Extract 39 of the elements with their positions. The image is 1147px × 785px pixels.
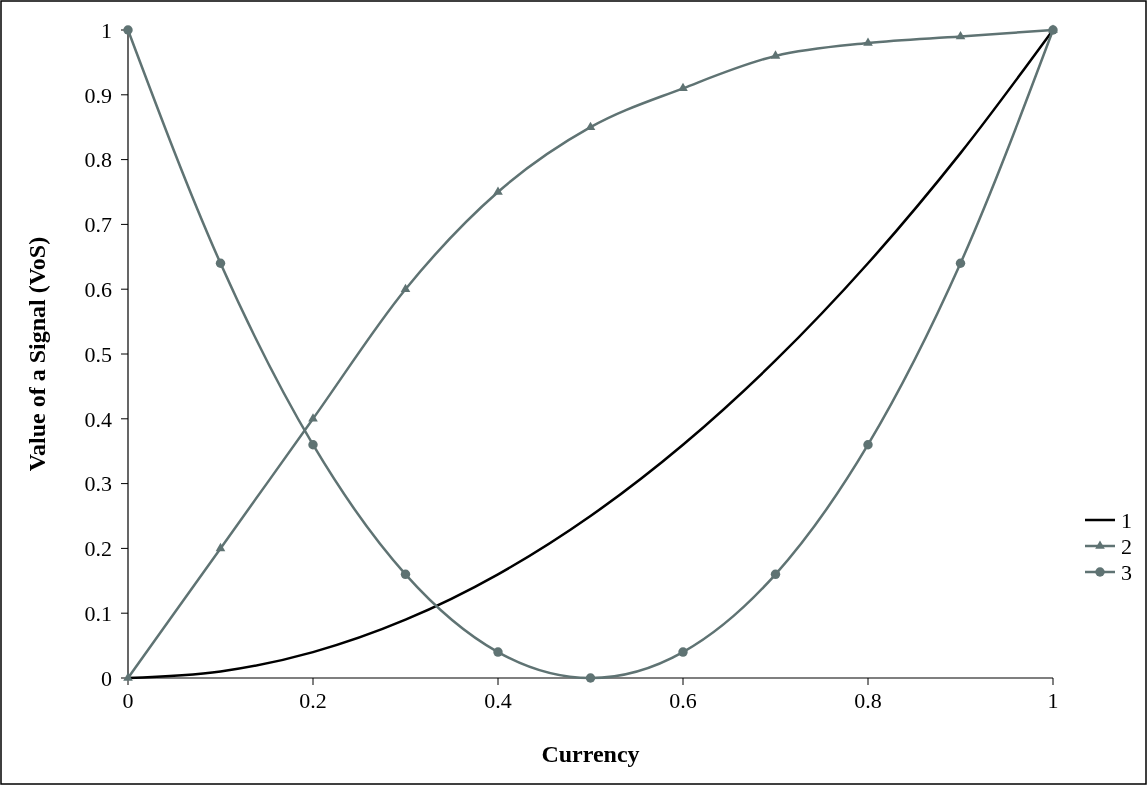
y-tick-label: 0.1 <box>84 600 112 626</box>
point <box>308 440 318 450</box>
x-tick-label: 0.6 <box>669 688 697 713</box>
point <box>955 30 966 40</box>
legend-label: 2 <box>1121 533 1132 559</box>
y-tick-label: 0.4 <box>84 406 112 432</box>
y-tick-label: 0.2 <box>84 536 112 562</box>
point <box>308 413 318 422</box>
point <box>215 258 226 268</box>
point <box>493 186 503 195</box>
point <box>678 647 688 657</box>
point <box>770 569 781 580</box>
x-axis-title: Currency <box>541 741 640 767</box>
x-tick-label: 0.2 <box>299 688 327 713</box>
point <box>863 440 873 450</box>
legend-label: 1 <box>1121 507 1132 533</box>
point <box>863 37 873 46</box>
point <box>585 673 596 683</box>
y-tick-label: 0.6 <box>84 276 112 302</box>
point <box>400 569 411 580</box>
x-tick-label: 0.4 <box>484 688 512 713</box>
legend-label: 3 <box>1121 559 1132 585</box>
x-tick-label: 0.8 <box>854 688 882 713</box>
point <box>493 647 503 657</box>
x-tick-label: 1 <box>1047 688 1059 713</box>
y-tick-label: 0.8 <box>84 147 112 173</box>
y-tick-label: 0 <box>101 665 112 691</box>
point <box>215 542 226 552</box>
y-tick-label: 0.7 <box>84 212 112 238</box>
point <box>678 82 688 92</box>
point <box>770 50 781 59</box>
y-tick-label: 1 <box>101 17 112 43</box>
y-tick-label: 0.5 <box>84 341 112 367</box>
y-axis-title: Value of a Signal (VoS) <box>24 236 50 472</box>
y-tick-label: 0.9 <box>84 82 112 108</box>
point <box>955 258 966 268</box>
x-tick-label: 0 <box>122 688 134 713</box>
point <box>400 283 411 292</box>
y-tick-label: 0.3 <box>84 471 112 497</box>
